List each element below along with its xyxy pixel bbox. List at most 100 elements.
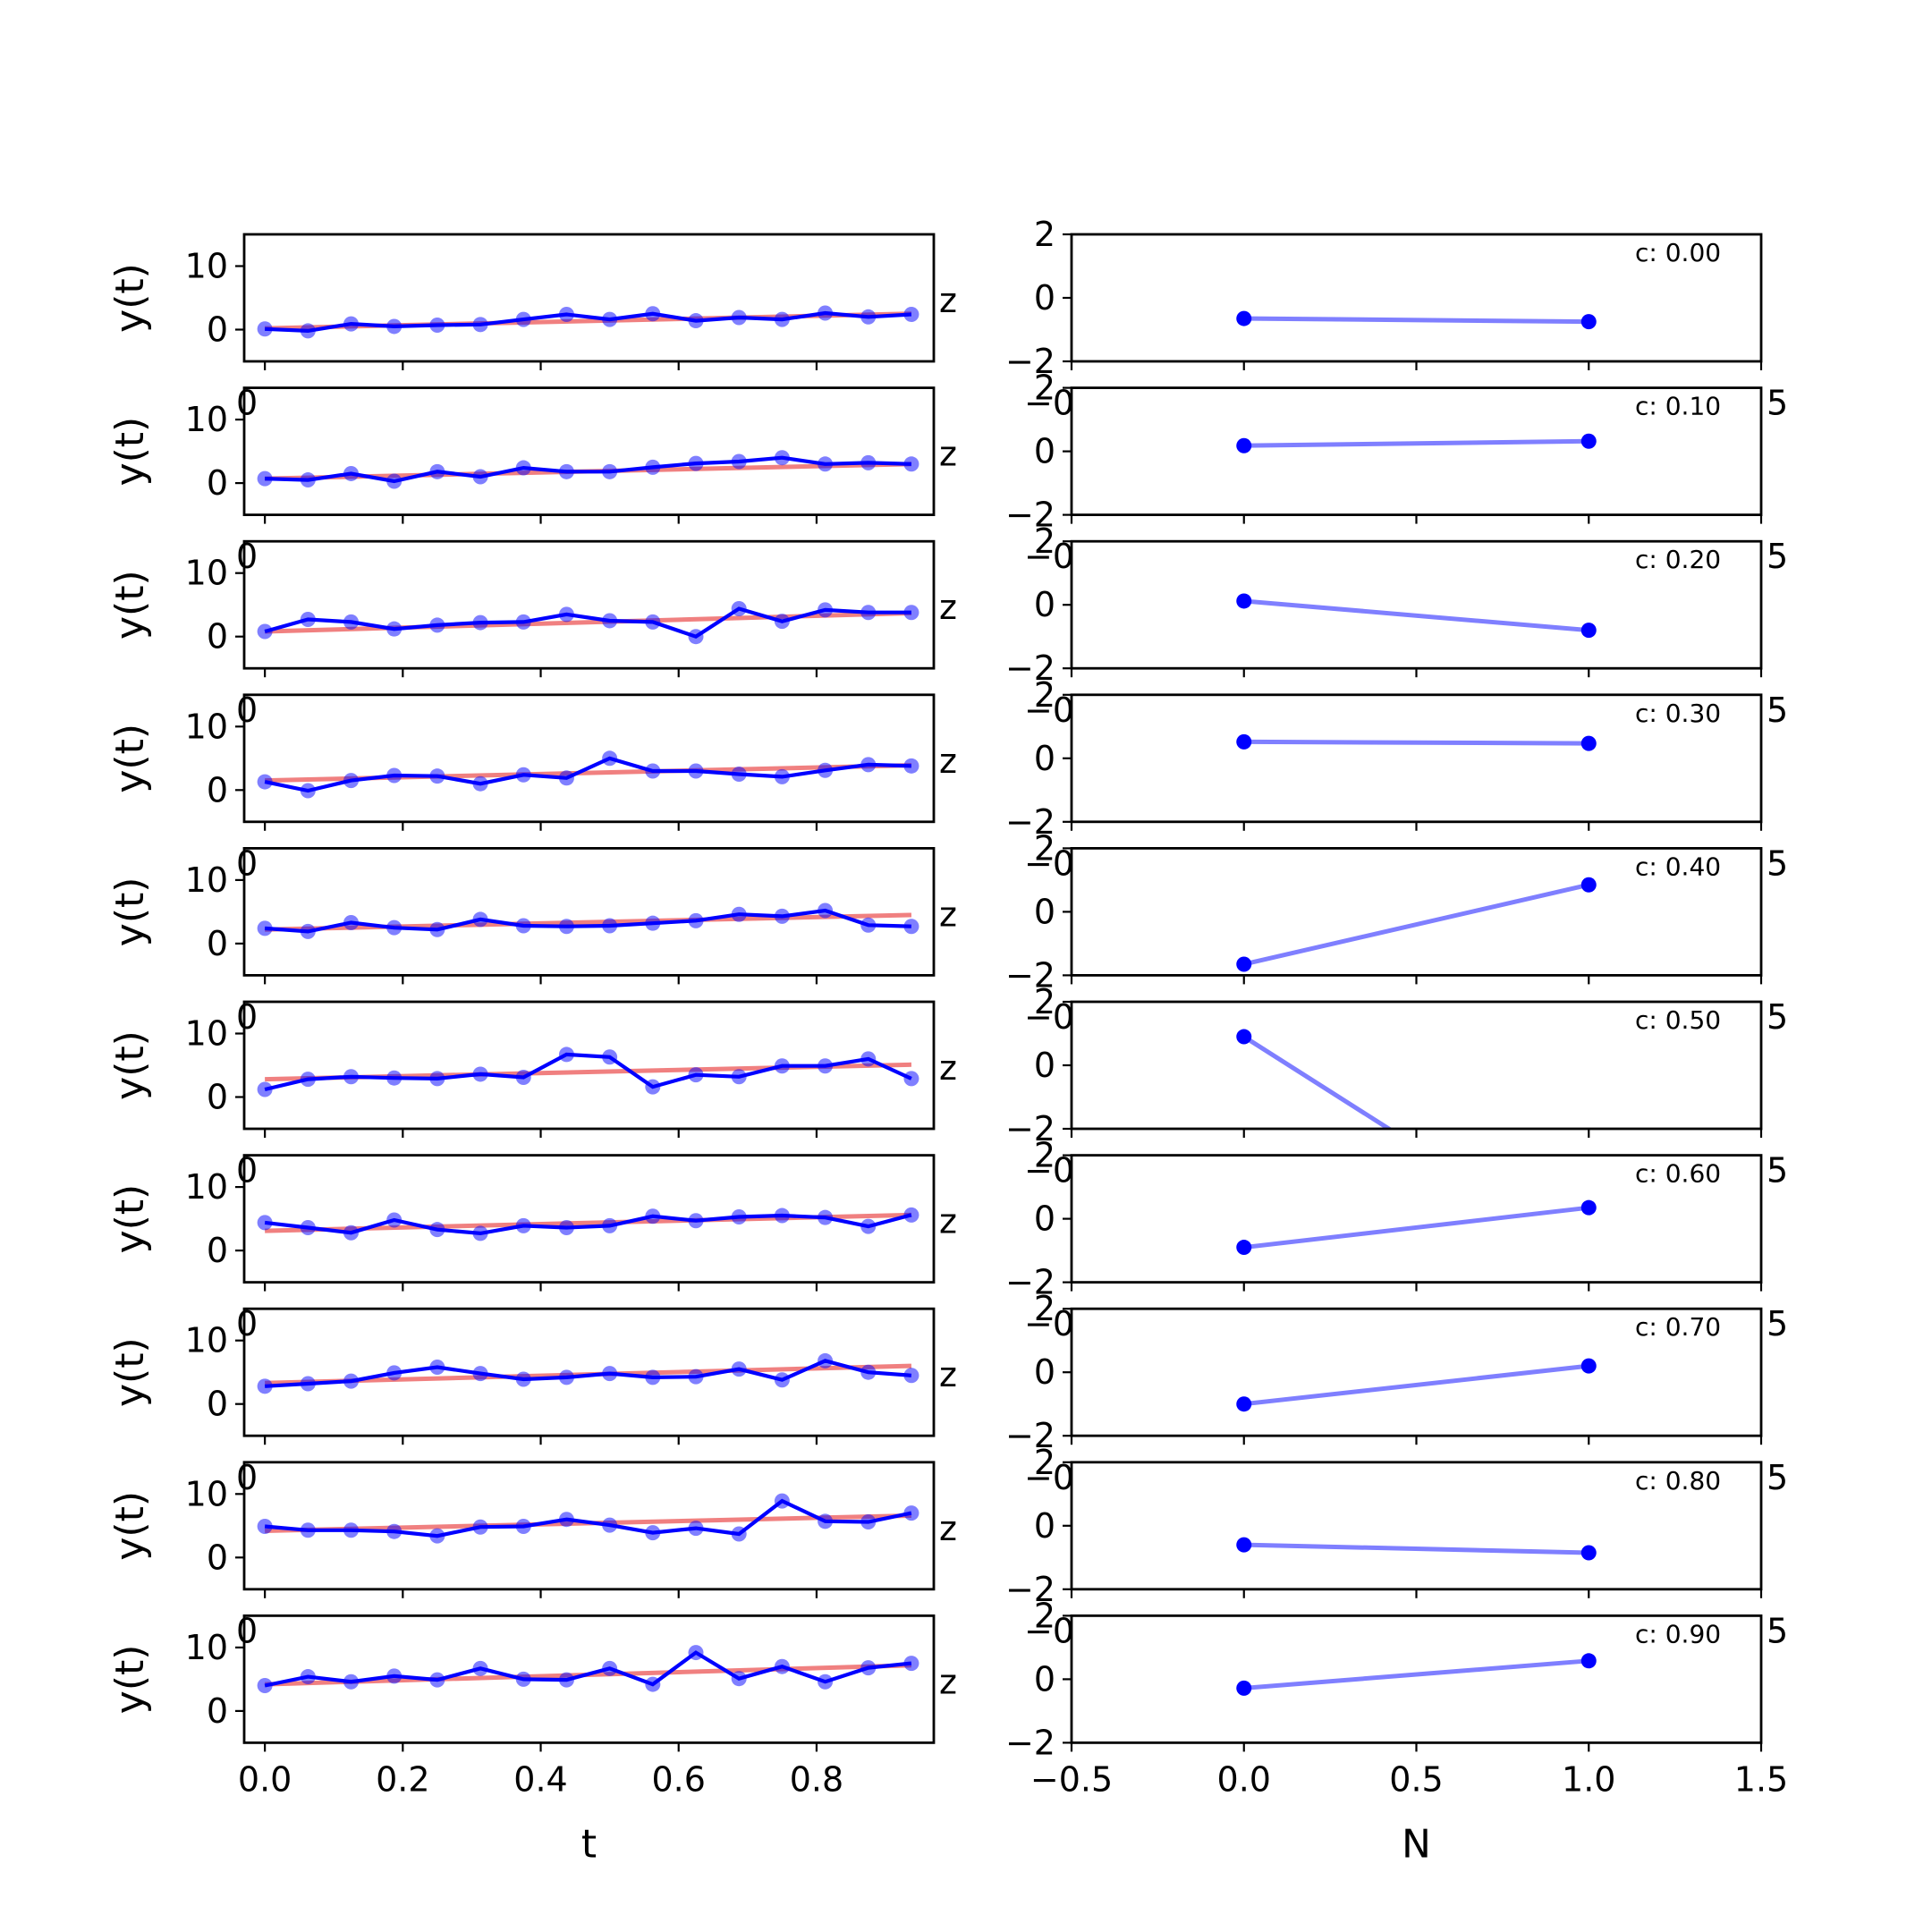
right-series-line bbox=[1243, 1542, 1589, 1555]
overlap-artifact: 5 bbox=[1767, 537, 1788, 576]
observed-point bbox=[558, 463, 574, 479]
observed-point bbox=[472, 317, 488, 333]
observed-point bbox=[818, 1209, 834, 1225]
overlap-artifact: 5 bbox=[1767, 843, 1788, 883]
right-series-line bbox=[1243, 1658, 1589, 1690]
y-tick-label: −2 bbox=[1005, 1109, 1055, 1148]
y-tick-label: 0 bbox=[207, 1385, 228, 1424]
right-series-point bbox=[1580, 735, 1597, 751]
observed-point bbox=[903, 306, 919, 322]
observed-point bbox=[903, 1071, 919, 1087]
right-series-line bbox=[1243, 438, 1589, 448]
observed-point bbox=[731, 1671, 747, 1687]
observed-point bbox=[257, 470, 273, 487]
observed-point bbox=[602, 918, 618, 934]
overlap-artifact: −0 bbox=[1024, 997, 1074, 1037]
x-tick-label: 1.0 bbox=[1562, 1759, 1615, 1799]
observed-point bbox=[386, 767, 402, 784]
observed-point bbox=[300, 1220, 316, 1236]
y-tick-label: 2 bbox=[1034, 828, 1055, 868]
y-tick-label: 10 bbox=[185, 1321, 228, 1360]
observed-point bbox=[860, 1051, 877, 1067]
overlap-artifact: 5 bbox=[1767, 1151, 1788, 1191]
y-tick-label: 2 bbox=[1034, 1596, 1055, 1635]
observed-point bbox=[602, 1217, 618, 1233]
y-axis-label: y(t) bbox=[107, 877, 153, 947]
left-axes-frame bbox=[242, 233, 936, 363]
y-axis-label: y(t) bbox=[107, 1030, 153, 1100]
right-series-line bbox=[1243, 1363, 1589, 1407]
right-column-subplots: −202 c: 0.00−202 c: 0.10−0 5−202 c: 0.20−0 5−… bbox=[1005, 215, 1788, 1799]
observed-line bbox=[264, 908, 911, 934]
overlap-artifact: 0 bbox=[236, 997, 258, 1037]
c-annotation: c: 0.80 bbox=[1635, 1466, 1721, 1496]
observed-point bbox=[731, 1208, 747, 1224]
overlap-artifact: z bbox=[939, 435, 957, 474]
observed-point bbox=[257, 1519, 273, 1535]
observed-point bbox=[645, 1676, 661, 1692]
right-subplot: −2 0 2 c: 0.60 −0 5 bbox=[1005, 1136, 1788, 1302]
observed-point bbox=[774, 768, 790, 784]
observed-point bbox=[429, 617, 445, 633]
observed-point bbox=[257, 774, 273, 790]
y-tick-label: −2 bbox=[1005, 1570, 1055, 1609]
observed-point bbox=[774, 1658, 790, 1674]
observed-point bbox=[731, 906, 747, 922]
observed-point bbox=[558, 1672, 574, 1688]
observed-point bbox=[558, 1046, 574, 1063]
observed-point bbox=[472, 1225, 488, 1241]
observed-point bbox=[386, 621, 402, 637]
right-series-line bbox=[1242, 1034, 1394, 1129]
observed-point bbox=[257, 623, 273, 640]
y-tick-label: 0 bbox=[1034, 1046, 1055, 1085]
c-annotation: c: 0.00 bbox=[1635, 238, 1721, 267]
y-tick-label: −2 bbox=[1005, 496, 1055, 535]
y-tick-label: 0 bbox=[207, 1078, 228, 1117]
right-series-line bbox=[1243, 316, 1589, 325]
observed-point bbox=[472, 1066, 488, 1082]
observed-point bbox=[602, 750, 618, 767]
observed-point bbox=[343, 773, 360, 789]
observed-point bbox=[860, 454, 877, 470]
observed-point bbox=[903, 1368, 919, 1384]
observed-point bbox=[731, 1526, 747, 1542]
y-axis-label: y(t) bbox=[107, 570, 153, 640]
overlap-artifact: 0 bbox=[236, 1611, 258, 1650]
right-series-point bbox=[1236, 1396, 1252, 1412]
observed-point bbox=[343, 914, 360, 930]
right-series-point bbox=[1236, 1240, 1252, 1256]
observed-point bbox=[818, 1352, 834, 1368]
observed-line bbox=[264, 756, 911, 793]
observed-point bbox=[731, 767, 747, 783]
observed-point bbox=[731, 453, 747, 470]
left-axes-frame bbox=[242, 539, 936, 670]
overlap-artifact: 0 bbox=[236, 537, 258, 576]
right-subplot: −2 0 2 c: 0.50 −0 5 bbox=[1005, 982, 1788, 1264]
observed-point bbox=[645, 1369, 661, 1385]
overlap-artifact: −0 bbox=[1024, 537, 1074, 576]
observed-point bbox=[860, 605, 877, 621]
right-series-point bbox=[1581, 1249, 1597, 1264]
overlap-artifact: 5 bbox=[1767, 997, 1788, 1037]
right-subplot: −2 0 2 c: 0.70 −0 5 bbox=[1005, 1289, 1788, 1455]
y-tick-label: −2 bbox=[1005, 1416, 1055, 1455]
right-subplot: −2 0 2 c: 0.20 −0 5 bbox=[1005, 521, 1788, 688]
observed-point bbox=[472, 775, 488, 792]
overlap-artifact: z bbox=[939, 1048, 957, 1088]
overlap-artifact: −0 bbox=[1024, 1458, 1074, 1497]
observed-point bbox=[515, 918, 531, 934]
observed-point bbox=[903, 758, 919, 774]
overlap-artifact: z bbox=[939, 588, 957, 627]
observed-point bbox=[515, 460, 531, 476]
observed-point bbox=[429, 768, 445, 784]
x-tick-label: 0.6 bbox=[652, 1759, 706, 1799]
observed-line bbox=[264, 1213, 912, 1236]
trend-line bbox=[265, 912, 911, 932]
observed-point bbox=[774, 1058, 790, 1074]
observed-point bbox=[731, 309, 747, 326]
observed-point bbox=[602, 1366, 618, 1382]
observed-line bbox=[265, 455, 911, 484]
observed-point bbox=[472, 1366, 488, 1382]
observed-point bbox=[257, 321, 273, 337]
